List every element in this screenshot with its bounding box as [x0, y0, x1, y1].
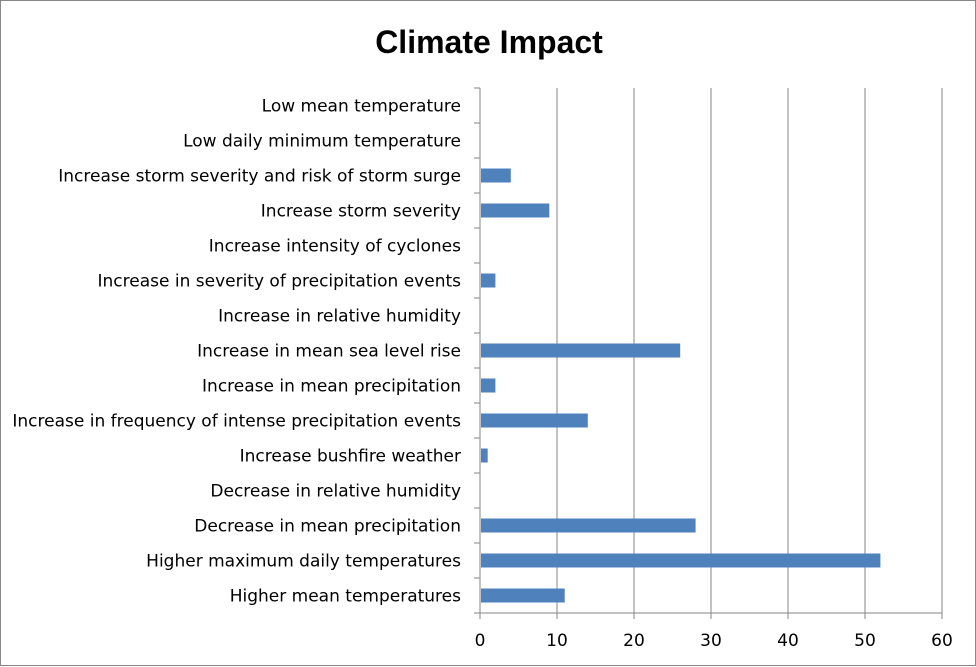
category-label: Increase in severity of precipitation ev…	[98, 272, 462, 292]
category-label: Increase storm severity and risk of stor…	[58, 167, 461, 187]
category-label: Low daily minimum temperature	[183, 132, 461, 152]
category-label: Higher maximum daily temperatures	[146, 552, 461, 572]
category-label: Higher mean temperatures	[230, 587, 461, 607]
x-tick-label: 50	[854, 631, 876, 651]
bar	[481, 168, 511, 183]
category-label: Increase in mean sea level rise	[197, 342, 461, 362]
category-label: Low mean temperature	[262, 97, 461, 117]
category-label: Increase in relative humidity	[218, 307, 461, 327]
category-label: Decrease in mean precipitation	[194, 517, 461, 537]
x-tick-label: 40	[777, 631, 799, 651]
category-label: Increase in frequency of intense precipi…	[12, 412, 461, 432]
x-tick-labels: 0 10 20 30 40 50 60	[475, 631, 953, 651]
category-label: Increase in mean precipitation	[202, 377, 461, 397]
x-tick-label: 30	[700, 631, 722, 651]
bar	[481, 378, 496, 393]
x-tick-label: 10	[546, 631, 568, 651]
axes	[474, 87, 943, 619]
bar	[481, 203, 550, 218]
category-label: Increase storm severity	[261, 202, 461, 222]
bars	[481, 168, 881, 603]
category-label: Increase bushfire weather	[240, 447, 461, 467]
category-labels: Low mean temperature Low daily minimum te…	[12, 97, 461, 607]
x-tick-label: 60	[931, 631, 953, 651]
bar	[481, 273, 496, 288]
category-label: Decrease in relative humidity	[210, 482, 461, 502]
chart-title: Climate Impact	[375, 24, 603, 60]
bar	[481, 343, 681, 358]
bar	[481, 518, 696, 533]
bar	[481, 413, 588, 428]
x-tick-label: 20	[623, 631, 645, 651]
category-label: Increase intensity of cyclones	[209, 237, 461, 257]
bar	[481, 448, 488, 463]
bar	[481, 553, 881, 568]
x-tick-label: 0	[475, 631, 486, 651]
bar	[481, 588, 565, 603]
